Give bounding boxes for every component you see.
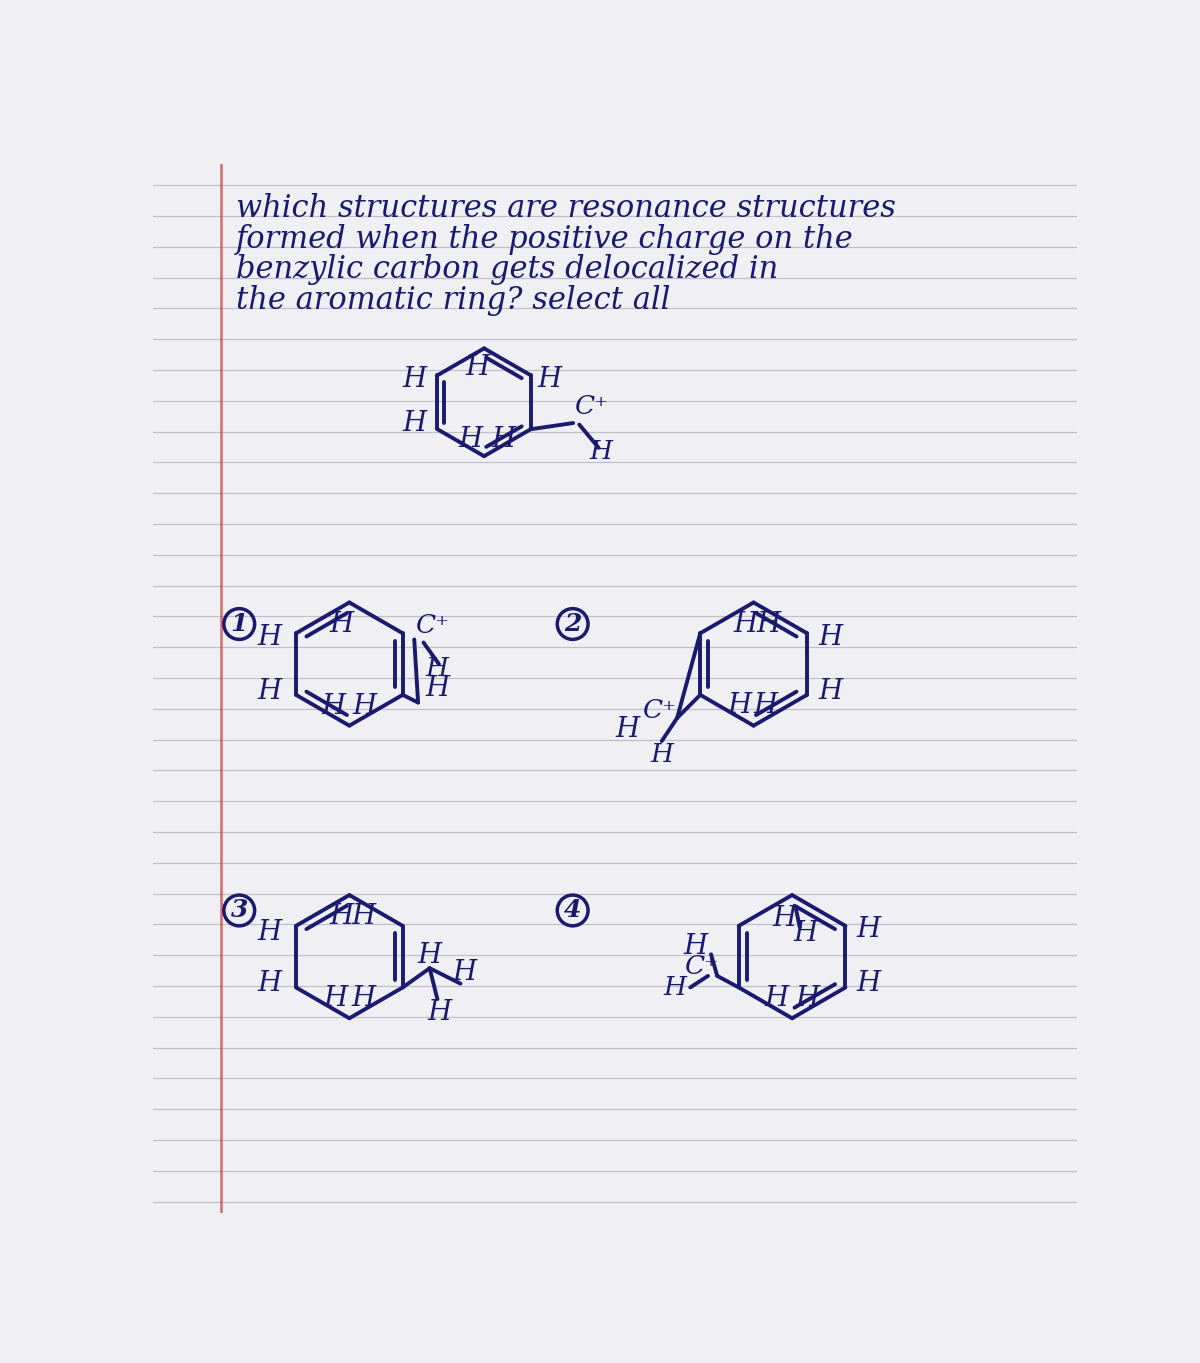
Text: H: H (257, 970, 281, 998)
Text: 3: 3 (230, 898, 248, 923)
Text: H: H (257, 919, 281, 946)
Text: C⁺: C⁺ (415, 613, 450, 638)
Text: H: H (426, 656, 449, 682)
Text: H: H (614, 716, 640, 743)
Text: H: H (402, 365, 426, 393)
Text: H: H (684, 934, 708, 960)
Text: H: H (402, 409, 426, 436)
Text: H: H (857, 916, 881, 943)
Text: H: H (727, 692, 752, 720)
Text: H: H (323, 984, 348, 1011)
Text: 1: 1 (230, 612, 248, 637)
Text: H: H (818, 677, 842, 705)
Text: H: H (818, 624, 842, 650)
Text: H: H (352, 904, 376, 930)
Text: H: H (733, 611, 758, 638)
Text: H: H (353, 692, 377, 720)
Text: H: H (491, 425, 516, 453)
Text: H: H (664, 975, 686, 1000)
Text: H: H (773, 905, 797, 932)
Text: H: H (650, 743, 673, 767)
Text: H: H (257, 624, 281, 650)
Text: the aromatic ring? select all: the aromatic ring? select all (236, 285, 671, 316)
Text: H: H (452, 958, 476, 985)
Text: C⁺: C⁺ (685, 954, 719, 979)
Text: H: H (538, 365, 562, 393)
Text: H: H (427, 999, 451, 1025)
Text: H: H (425, 675, 450, 702)
Text: H: H (458, 425, 482, 453)
Text: H: H (322, 692, 346, 720)
Text: H: H (330, 904, 354, 930)
Text: H: H (466, 354, 490, 382)
Text: 2: 2 (564, 612, 581, 637)
Text: which structures are resonance structures: which structures are resonance structure… (236, 192, 896, 224)
Text: H: H (257, 677, 281, 705)
Text: H: H (796, 984, 820, 1011)
Text: H: H (794, 920, 818, 947)
Text: H: H (764, 984, 788, 1011)
Text: H: H (330, 611, 354, 638)
Text: C⁺: C⁺ (642, 698, 677, 722)
Text: H: H (418, 942, 442, 969)
Text: H: H (589, 439, 612, 463)
Text: 4: 4 (564, 898, 581, 923)
Text: H: H (757, 611, 781, 638)
Text: benzylic carbon gets delocalized in: benzylic carbon gets delocalized in (236, 255, 779, 285)
Text: H: H (352, 984, 376, 1011)
Text: H: H (857, 970, 881, 998)
Text: C⁺: C⁺ (575, 394, 608, 420)
Text: H: H (754, 692, 778, 720)
Text: formed when the positive charge on the: formed when the positive charge on the (236, 224, 854, 255)
